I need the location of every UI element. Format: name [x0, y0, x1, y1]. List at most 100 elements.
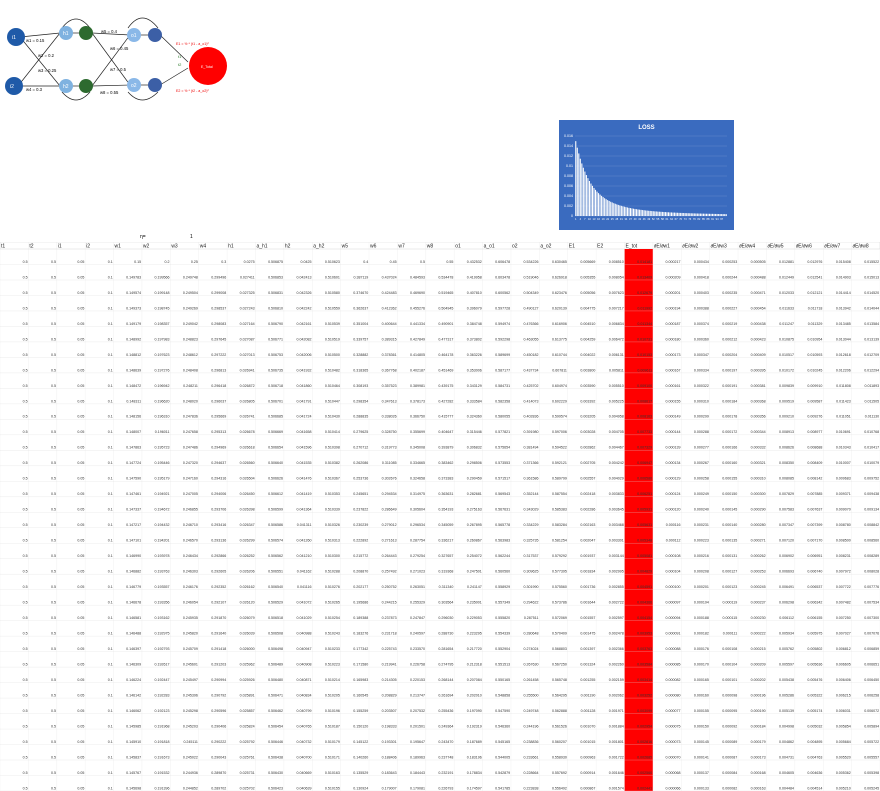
table-cell[interactable]: 0.005520 — [836, 755, 851, 759]
table-cell[interactable]: 0.002062 — [609, 693, 624, 697]
table-cell[interactable]: 0.311085 — [382, 461, 397, 465]
table-cell[interactable]: 0.040700 — [296, 755, 311, 759]
table-cell[interactable]: 0.005802 — [807, 647, 822, 651]
table-cell[interactable]: 0.1 — [108, 508, 113, 512]
table-cell[interactable]: 0.05 — [77, 368, 84, 372]
table-cell[interactable]: 0.1 — [108, 337, 113, 341]
table-cell[interactable]: 0.026120 — [240, 601, 255, 605]
table-cell[interactable]: 0.506454 — [268, 724, 283, 728]
table-cell[interactable]: 0.584731 — [495, 384, 510, 388]
column-header[interactable]: t1 — [1, 244, 5, 250]
column-header[interactable]: o1 — [455, 244, 461, 250]
table-cell[interactable]: 0.003645 — [609, 508, 624, 512]
table-cell[interactable]: 0.004484 — [779, 786, 794, 790]
table-cell[interactable]: 0.145698 — [126, 786, 141, 790]
table-cell[interactable]: 0.5 — [23, 461, 28, 465]
table-cell[interactable]: 0.5 — [51, 709, 56, 713]
table-cell[interactable]: 0.006740 — [807, 570, 822, 574]
table-cell[interactable]: 0.000160 — [722, 461, 737, 465]
table-cell[interactable]: 0.007829 — [779, 492, 794, 496]
table-cell[interactable]: 0.1 — [108, 786, 113, 790]
table-cell[interactable]: 0.248211 — [183, 384, 198, 388]
table-cell[interactable]: 0.1 — [108, 663, 113, 667]
table-cell[interactable]: 0.249748 — [524, 709, 539, 713]
table-cell[interactable]: 0.343129 — [467, 384, 482, 388]
table-cell[interactable]: 0.042006 — [296, 353, 311, 357]
table-cell[interactable]: 0.007733 — [637, 430, 652, 434]
table-cell[interactable]: 0.147590 — [126, 477, 141, 481]
table-cell[interactable]: 0.013409 — [637, 275, 652, 279]
table-cell[interactable]: 0.246434 — [183, 554, 198, 558]
table-cell[interactable]: 0.000344 — [751, 430, 766, 434]
table-cell[interactable]: 0.026079 — [240, 616, 255, 620]
table-cell[interactable]: 0.610744 — [552, 353, 567, 357]
table-cell[interactable]: 0.396079 — [467, 306, 482, 310]
table-cell[interactable]: 0.303564 — [438, 601, 453, 605]
table-cell[interactable]: 0.194672 — [155, 508, 170, 512]
table-cell[interactable]: 0.05 — [77, 384, 84, 388]
table-cell[interactable]: 0.506685 — [268, 415, 283, 419]
table-cell[interactable]: 0.476366 — [524, 322, 539, 326]
table-cell[interactable]: 0.362637 — [353, 306, 368, 310]
table-cell[interactable]: 0.0275 — [244, 260, 255, 264]
table-cell[interactable]: 0.009276 — [807, 415, 822, 419]
table-cell[interactable]: 0.5 — [51, 368, 56, 372]
table-cell[interactable]: 0.55 — [446, 260, 453, 264]
table-cell[interactable]: 0.003144 — [609, 554, 624, 558]
table-cell[interactable]: 0.005362 — [836, 771, 851, 775]
table-cell[interactable]: 0.011992 — [637, 306, 652, 310]
table-cell[interactable]: 0.012618 — [836, 353, 851, 357]
table-cell[interactable]: 0.026039 — [240, 632, 255, 636]
table-cell[interactable]: 0.009210 — [779, 415, 794, 419]
table-cell[interactable]: 0.630465 — [552, 260, 567, 264]
table-cell[interactable]: 0.187689 — [467, 740, 482, 744]
table-cell[interactable]: 0.005636 — [807, 663, 822, 667]
table-cell[interactable]: 0.275163 — [467, 508, 482, 512]
table-cell[interactable]: 0.006537 — [807, 585, 822, 589]
table-cell[interactable]: 0.5 — [23, 570, 28, 574]
table-cell[interactable]: 0.255500 — [524, 693, 539, 697]
table-cell[interactable]: 0.145767 — [126, 771, 141, 775]
table-cell[interactable]: 0.577395 — [552, 570, 567, 574]
table-cell[interactable]: 0.451469 — [438, 368, 453, 372]
table-cell[interactable]: 0.247658 — [183, 430, 198, 434]
table-cell[interactable]: 0.569543 — [495, 492, 510, 496]
table-cell[interactable]: 0.197276 — [155, 368, 170, 372]
table-cell[interactable]: 0.5 — [23, 384, 28, 388]
column-header[interactable]: a_o2 — [540, 244, 551, 250]
table-cell[interactable]: 0.002954 — [637, 724, 652, 728]
column-header[interactable]: a_o1 — [484, 244, 495, 250]
column-header[interactable]: ∂E/∂w4 — [739, 244, 755, 250]
table-cell[interactable]: 0.5 — [51, 724, 56, 728]
table-cell[interactable]: 0.005476 — [807, 678, 822, 682]
table-cell[interactable]: 0.000150 — [722, 492, 737, 496]
table-cell[interactable]: 0.005032 — [807, 724, 822, 728]
table-cell[interactable]: 0.354193 — [438, 508, 453, 512]
table-cell[interactable]: 0.469690 — [410, 291, 425, 295]
table-cell[interactable]: 0.247320 — [183, 461, 198, 465]
table-cell[interactable]: 0.325735 — [524, 539, 539, 543]
table-cell[interactable]: 0.189388 — [353, 616, 368, 620]
table-cell[interactable]: 0.000173 — [751, 755, 766, 759]
table-cell[interactable]: 0.027325 — [240, 291, 255, 295]
table-cell[interactable]: 0.146062 — [126, 709, 141, 713]
table-cell[interactable]: 0.237822 — [353, 508, 368, 512]
table-cell[interactable]: 0.005669 — [580, 260, 595, 264]
table-cell[interactable]: 0.005322 — [807, 693, 822, 697]
table-cell[interactable]: 0.5 — [23, 755, 28, 759]
table-cell[interactable]: 0.5 — [51, 306, 56, 310]
table-cell[interactable]: 0.274795 — [438, 663, 453, 667]
table-cell[interactable]: 0.220153 — [410, 678, 425, 682]
table-cell[interactable]: 0.567631 — [495, 508, 510, 512]
table-cell[interactable]: 0.191968 — [155, 724, 170, 728]
table-cell[interactable]: 0.005398 — [864, 771, 879, 775]
table-cell[interactable]: 0.510601 — [325, 275, 340, 279]
table-cell[interactable]: 0.5 — [51, 786, 56, 790]
table-cell[interactable]: 0.005811 — [609, 368, 624, 372]
table-cell[interactable]: 0.597006 — [552, 430, 567, 434]
table-cell[interactable]: 0.484593 — [410, 275, 425, 279]
table-cell[interactable]: 0.202010 — [467, 693, 482, 697]
column-header[interactable]: ∂E/∂w5 — [767, 244, 783, 250]
table-cell[interactable]: 0.5 — [51, 678, 56, 682]
table-cell[interactable]: 0.290043 — [211, 755, 226, 759]
